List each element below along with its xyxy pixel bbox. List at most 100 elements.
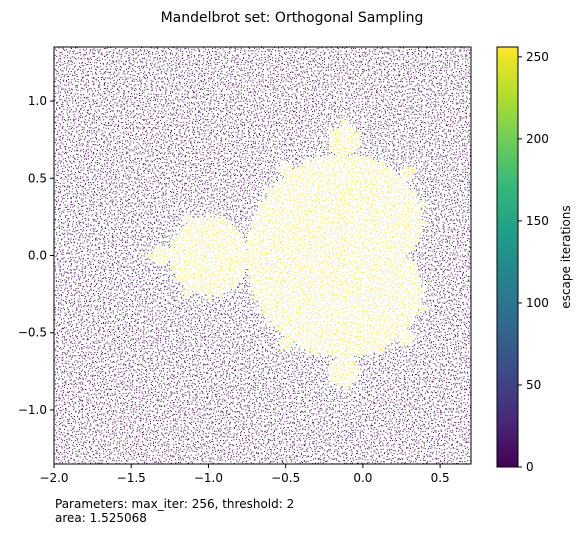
sample-point — [116, 244, 117, 245]
sample-point — [56, 411, 57, 412]
sample-point — [118, 390, 119, 391]
sample-point — [139, 378, 140, 379]
sample-point — [105, 56, 106, 57]
sample-point — [63, 135, 64, 136]
sample-point — [69, 356, 70, 357]
sample-point — [107, 261, 108, 262]
sample-point — [119, 138, 120, 139]
sample-point — [128, 368, 129, 369]
sample-point — [69, 191, 70, 192]
sample-point — [90, 456, 91, 457]
sample-point — [118, 214, 119, 215]
sample-point — [61, 322, 62, 323]
sample-point — [139, 175, 140, 176]
sample-point — [81, 271, 82, 272]
sample-point — [85, 218, 86, 219]
sample-point — [123, 368, 124, 369]
sample-point — [102, 422, 103, 423]
sample-point — [129, 143, 130, 144]
sample-point — [104, 102, 105, 103]
sample-point — [104, 83, 105, 84]
sample-point — [140, 240, 141, 241]
sample-point — [125, 279, 126, 280]
sample-point — [103, 322, 104, 323]
sample-point — [125, 140, 126, 141]
sample-point — [130, 385, 131, 386]
sample-point — [71, 440, 72, 441]
sample-point — [109, 270, 110, 271]
sample-point — [132, 301, 133, 302]
sample-point — [139, 209, 140, 210]
sample-point — [97, 453, 98, 454]
sample-point — [132, 135, 133, 136]
sample-point — [139, 370, 140, 371]
sample-point — [109, 171, 110, 172]
sample-point — [126, 407, 127, 408]
sample-point — [119, 297, 120, 298]
sample-point — [84, 298, 85, 299]
sample-point — [68, 224, 69, 225]
sample-point — [117, 88, 118, 89]
sample-point — [144, 138, 145, 139]
sample-point — [146, 455, 147, 456]
sample-point — [62, 394, 63, 395]
sample-point — [139, 68, 140, 69]
sample-point — [99, 57, 100, 58]
sample-point — [68, 438, 69, 439]
sample-point — [127, 301, 128, 302]
sample-point — [63, 70, 64, 71]
sample-point — [96, 354, 97, 355]
sample-point — [129, 181, 130, 182]
sample-point — [62, 352, 63, 353]
sample-point — [92, 254, 93, 255]
sample-point — [127, 152, 128, 153]
sample-point — [123, 299, 124, 300]
sample-point — [81, 382, 82, 383]
sample-point — [97, 270, 98, 271]
sample-point — [59, 55, 60, 56]
sample-point — [93, 313, 94, 314]
sample-point — [95, 156, 96, 157]
sample-point — [57, 202, 58, 203]
sample-point — [113, 287, 114, 288]
sample-point — [64, 452, 65, 453]
sample-point — [131, 405, 132, 406]
sample-point — [103, 397, 104, 398]
sample-point — [88, 400, 89, 401]
sample-point — [98, 313, 99, 314]
sample-point — [123, 374, 124, 375]
sample-point — [55, 256, 56, 257]
sample-point — [109, 357, 110, 358]
sample-point — [119, 229, 120, 230]
sample-point — [87, 327, 88, 328]
sample-point — [86, 97, 87, 98]
sample-point — [136, 275, 137, 276]
sample-point — [100, 119, 101, 120]
sample-point — [103, 108, 104, 109]
sample-point — [84, 277, 85, 278]
sample-point — [93, 177, 94, 178]
sample-point — [117, 294, 118, 295]
sample-point — [66, 277, 67, 278]
sample-point — [136, 380, 137, 381]
sample-point — [102, 402, 103, 403]
sample-point — [91, 71, 92, 72]
sample-point — [136, 250, 137, 251]
sample-point — [138, 454, 139, 455]
sample-point — [99, 163, 100, 164]
sample-point — [56, 444, 57, 445]
sample-point — [131, 54, 132, 55]
sample-point — [110, 349, 111, 350]
sample-point — [116, 425, 117, 426]
sample-point — [99, 334, 100, 335]
sample-point — [124, 94, 125, 95]
sample-point — [79, 145, 80, 146]
sample-point — [83, 180, 84, 181]
sample-point — [115, 421, 116, 422]
sample-point — [113, 379, 114, 380]
sample-point — [142, 355, 143, 356]
sample-point — [140, 61, 141, 62]
sample-point — [130, 132, 131, 133]
sample-point — [113, 353, 114, 354]
sample-point — [117, 343, 118, 344]
